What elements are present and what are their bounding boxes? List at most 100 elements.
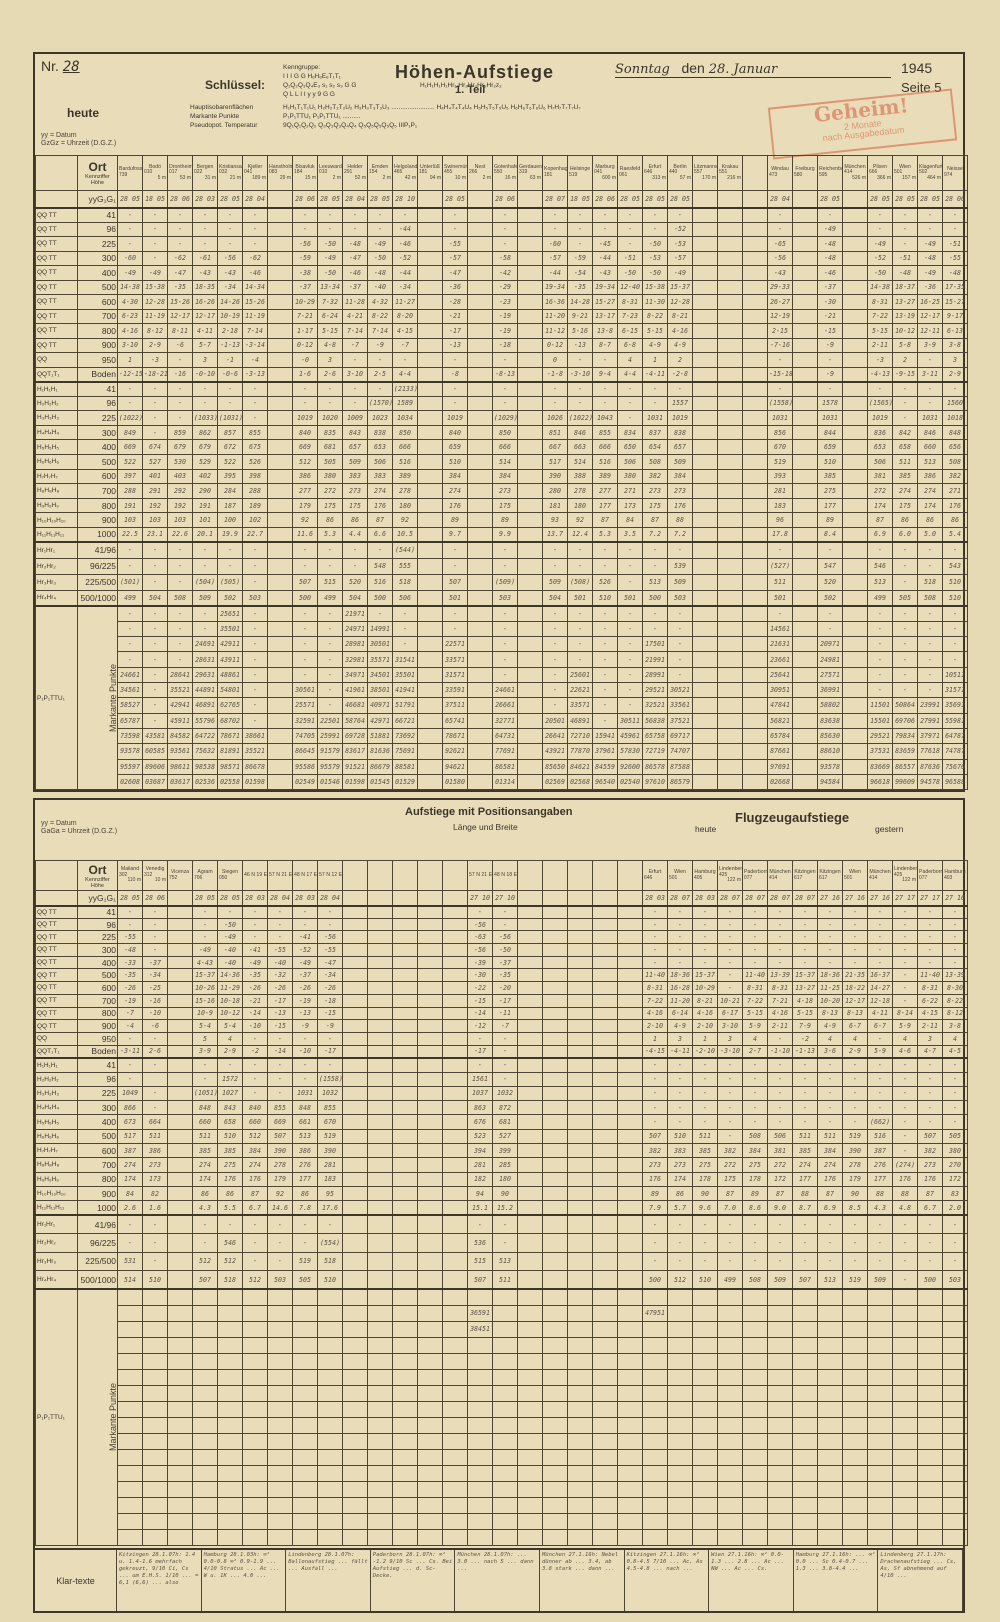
data-cell: 4-5 — [942, 1044, 968, 1059]
data-cell: 509 — [542, 573, 568, 591]
row-level: 41 — [77, 380, 118, 397]
data-cell — [717, 1480, 743, 1498]
data-cell: - — [667, 620, 693, 638]
data-cell — [367, 955, 393, 970]
data-cell — [617, 1214, 643, 1235]
data-cell: - — [892, 651, 918, 668]
data-cell — [567, 1157, 593, 1173]
data-cell — [342, 1071, 368, 1087]
data-cell — [342, 1100, 368, 1116]
data-cell — [167, 1044, 193, 1059]
data-cell: 26-27 — [767, 294, 793, 310]
station-code: 646 — [644, 169, 653, 176]
data-cell — [742, 573, 768, 591]
data-cell — [642, 1400, 668, 1418]
data-cell: -65 — [767, 236, 793, 252]
markante-row — [36, 1512, 968, 1530]
data-cell — [392, 930, 418, 945]
data-cell: 2-6 — [317, 366, 343, 382]
data-cell: -3-10 — [717, 1044, 743, 1059]
data-cell: 503 — [667, 589, 693, 607]
data-cell: - — [242, 605, 268, 622]
data-cell — [542, 1304, 568, 1322]
data-cell: -26 — [292, 981, 318, 995]
data-cell — [267, 1448, 293, 1466]
data-cell: - — [192, 1056, 218, 1073]
data-cell — [467, 620, 493, 638]
data-cell: 27991 — [917, 712, 943, 729]
data-cell: - — [117, 605, 143, 622]
data-cell: -9 — [817, 337, 843, 353]
data-cell: 38661 — [242, 727, 268, 745]
data-cell — [267, 294, 293, 310]
data-cell — [467, 1480, 493, 1498]
data-cell: - — [867, 620, 893, 638]
data-cell: - — [242, 651, 268, 668]
data-cell — [692, 557, 718, 575]
data-cell: 179 — [292, 497, 318, 514]
data-cell — [517, 1352, 543, 1370]
data-cell — [367, 1128, 393, 1145]
data-cell: 385 — [692, 1143, 718, 1159]
data-cell: - — [317, 221, 343, 237]
data-cell — [392, 1304, 418, 1322]
data-cell: - — [142, 651, 168, 668]
corner-cell — [35, 190, 78, 208]
station-name: Paderborn — [744, 868, 768, 875]
data-cell: 35521 — [167, 682, 193, 699]
data-cell — [742, 1352, 768, 1370]
data-cell: - — [492, 236, 518, 252]
station-code: 501 — [844, 874, 853, 881]
data-cell: - — [867, 380, 893, 397]
data-cell — [667, 1480, 693, 1498]
data-cell — [692, 512, 718, 528]
data-cell: 12.4 — [567, 526, 593, 543]
data-cell — [717, 308, 743, 324]
station-header: Wien 501 — [667, 860, 693, 891]
data-cell — [267, 712, 293, 729]
data-cell — [792, 1384, 818, 1402]
station-header: Litzmannstadt557170 m — [692, 155, 718, 191]
data-cell — [917, 1464, 943, 1482]
data-cell: 46891 — [567, 712, 593, 729]
data-cell — [692, 773, 718, 791]
data-cell — [867, 1352, 893, 1370]
data-cell: 178 — [692, 1171, 718, 1187]
data-cell — [692, 294, 718, 310]
data-cell — [542, 1400, 568, 1418]
data-cell: 275 — [817, 483, 843, 499]
data-cell: 18-35 — [192, 279, 218, 295]
data-cell — [517, 1528, 543, 1546]
data-cell — [742, 439, 768, 455]
data-cell — [592, 1071, 618, 1087]
data-cell: 7.0 — [717, 1200, 743, 1216]
data-cell: (1565) — [867, 395, 893, 412]
data-cell: 8-7 — [592, 337, 618, 353]
data-cell: 175 — [642, 497, 668, 514]
data-cell: - — [492, 352, 518, 368]
data-cell — [267, 352, 293, 368]
height-row: H₃H₃H₃ 225 1049- (1051) 1027- -1031 1032 1037 10… — [35, 1085, 968, 1102]
data-cell — [917, 1288, 943, 1306]
data-cell: 1043 — [592, 410, 618, 426]
row-code: H₉H₉H₉ — [35, 497, 78, 514]
data-cell: - — [167, 236, 193, 252]
data-cell: 2-11 — [767, 1019, 793, 1033]
data-cell: - — [717, 930, 743, 945]
data-cell: 3-8 — [942, 337, 968, 353]
data-cell — [467, 453, 493, 470]
data-cell: -14 — [267, 1044, 293, 1059]
data-cell: - — [342, 206, 368, 223]
height-row: H₁H₁H₁ 41- - - - - - - - - - - - - - - - - - - - - - - — [35, 1056, 968, 1073]
data-cell: 276 — [292, 1157, 318, 1173]
data-cell: 11501 — [867, 697, 893, 714]
data-cell: - — [817, 541, 843, 559]
data-cell — [142, 1352, 168, 1370]
data-cell — [342, 1320, 368, 1338]
markante-row — [36, 1384, 968, 1402]
data-cell: 872 — [492, 1100, 518, 1116]
data-cell — [167, 1528, 193, 1546]
data-cell — [892, 1304, 918, 1322]
data-cell — [442, 1233, 468, 1253]
data-cell: (662) — [867, 1114, 893, 1130]
